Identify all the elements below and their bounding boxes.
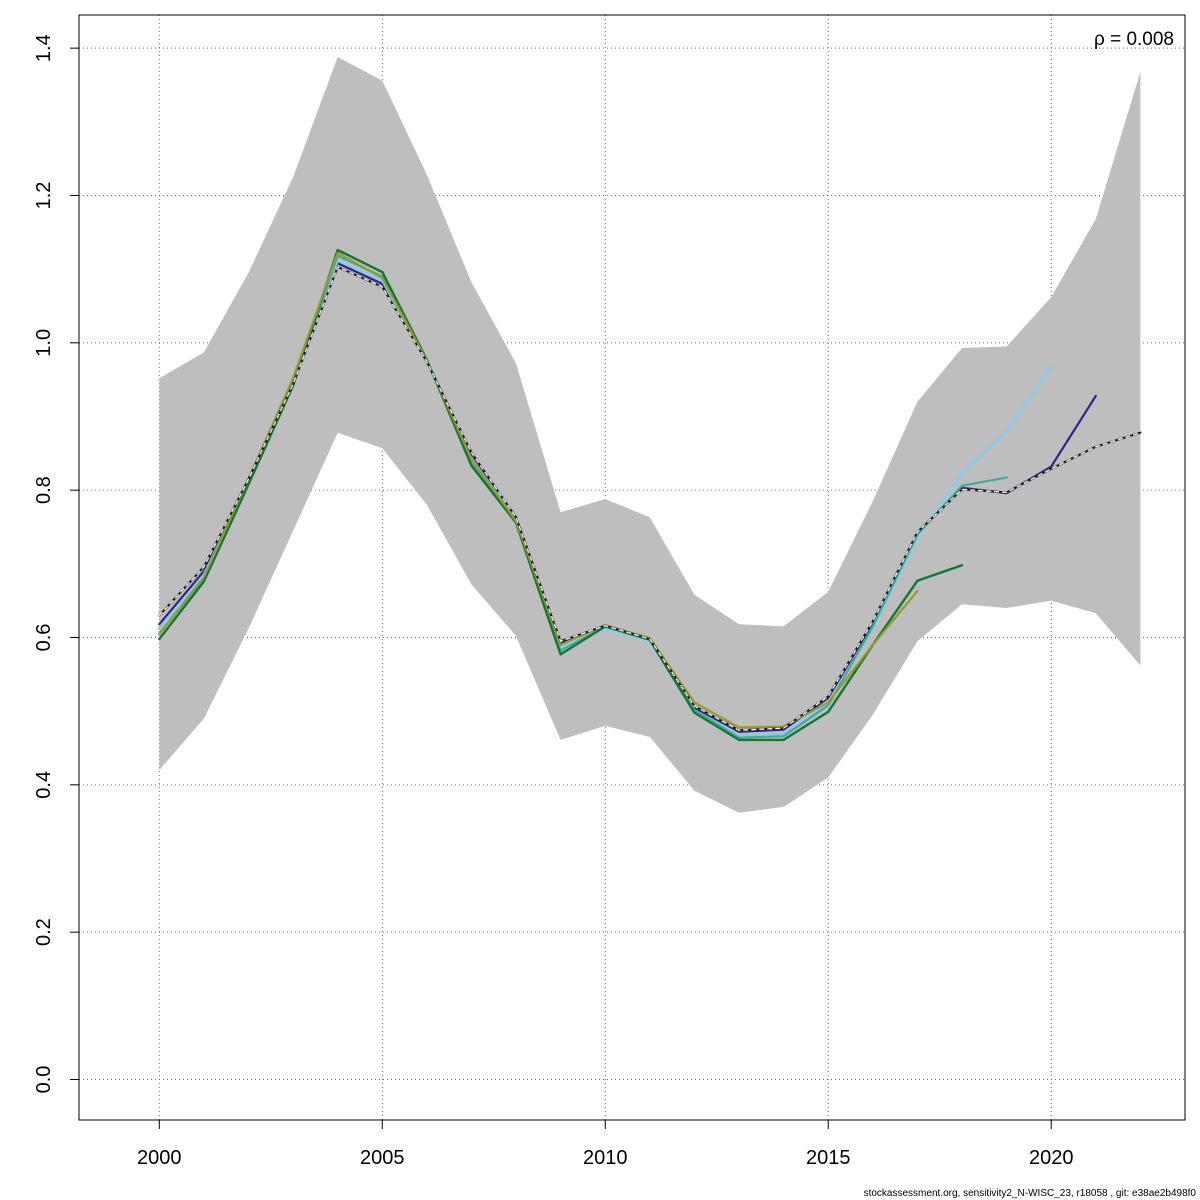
x-axis: 2000 2005 2010 2015 2020 [137,1119,1074,1169]
y-tick-label: 0.2 [33,918,55,946]
series-layer [158,248,1142,742]
x-tick-label: 2005 [360,1147,405,1169]
confidence-band [159,57,1141,813]
x-tick-label: 2010 [583,1147,628,1169]
y-tick-label: 0.0 [33,1066,55,1094]
footer-credit: stockassessment.org, sensitivity2_N-WISC… [864,1188,1197,1199]
y-tick-label: 1.4 [33,34,55,62]
confidence-band-layer [159,57,1141,813]
x-tick-label: 2000 [137,1147,182,1169]
x-tick-label: 2020 [1029,1147,1074,1169]
rho-annotation: ρ = 0.008 [1094,29,1174,50]
y-tick-label: 1.2 [33,182,55,210]
y-axis: 0.0 0.2 0.4 0.6 0.8 1.0 1.2 1.4 [33,34,80,1094]
x-tick-label: 2015 [806,1147,851,1169]
y-tick-label: 0.8 [33,476,55,504]
y-tick-label: 0.4 [33,771,55,799]
series-line-7 [158,266,1142,731]
y-tick-label: 1.0 [33,329,55,357]
y-tick-label: 0.6 [33,624,55,652]
